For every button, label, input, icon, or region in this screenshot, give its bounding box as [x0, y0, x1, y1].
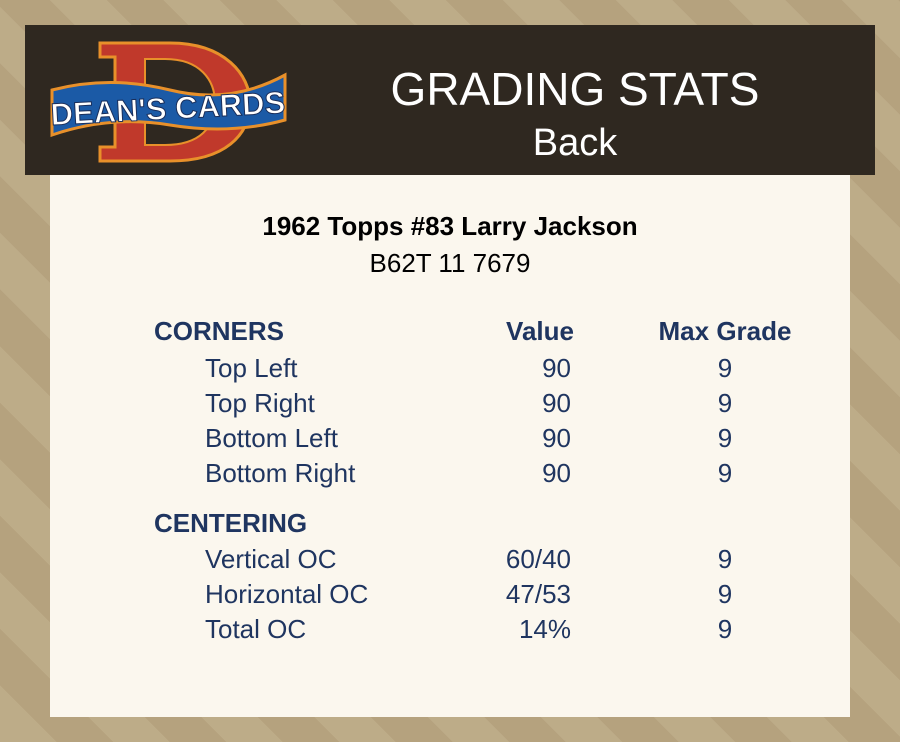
stat-label: Vertical OC [205, 544, 337, 574]
section-title-centering: CENTERING [154, 508, 308, 538]
header: DEAN'S CARDS GRADING STATS Back [25, 25, 875, 175]
stat-row: Top Left 90 9 [50, 353, 850, 388]
card-code: B62T 11 7679 [369, 248, 531, 278]
stat-row: Bottom Right 90 9 [50, 458, 850, 493]
stat-max-grade: 9 [717, 388, 733, 418]
stat-value: 60/40 [505, 544, 571, 574]
page-subtitle: Back [532, 122, 618, 164]
stat-label: Top Left [205, 353, 298, 383]
stat-max-grade: 9 [717, 614, 733, 644]
stat-max-grade: 9 [717, 579, 733, 609]
stat-row: Horizontal OC 47/53 9 [50, 579, 850, 614]
stat-row: Top Right 90 9 [50, 388, 850, 423]
stat-label: Horizontal OC [205, 579, 369, 609]
stat-max-grade: 9 [717, 423, 733, 453]
stat-value: 14% [518, 614, 571, 644]
stat-value: 90 [542, 353, 571, 383]
stat-max-grade: 9 [717, 458, 733, 488]
page-title: GRADING STATS [390, 63, 760, 115]
deans-cards-logo: DEAN'S CARDS [50, 41, 287, 163]
stats-panel: 1962 Topps #83 Larry Jackson B62T 11 767… [50, 175, 850, 717]
stat-label: Bottom Left [205, 423, 338, 453]
stat-row: Total OC 14% 9 [50, 614, 850, 649]
stat-max-grade: 9 [717, 544, 733, 574]
stat-label: Top Right [205, 388, 315, 418]
stat-label: Total OC [205, 614, 307, 644]
section-title-corners: CORNERS [154, 316, 285, 346]
stat-value: 90 [542, 388, 571, 418]
max-grade-header: Max Grade [658, 316, 792, 346]
stat-row: Vertical OC 60/40 9 [50, 544, 850, 579]
stat-value: 90 [542, 423, 571, 453]
card-name: 1962 Topps #83 Larry Jackson [262, 211, 638, 241]
stat-value: 90 [542, 458, 571, 488]
value-header: Value [506, 316, 574, 346]
stat-label: Bottom Right [205, 458, 356, 488]
stat-value: 47/53 [505, 579, 571, 609]
stat-row: Bottom Left 90 9 [50, 423, 850, 458]
stat-max-grade: 9 [717, 353, 733, 383]
